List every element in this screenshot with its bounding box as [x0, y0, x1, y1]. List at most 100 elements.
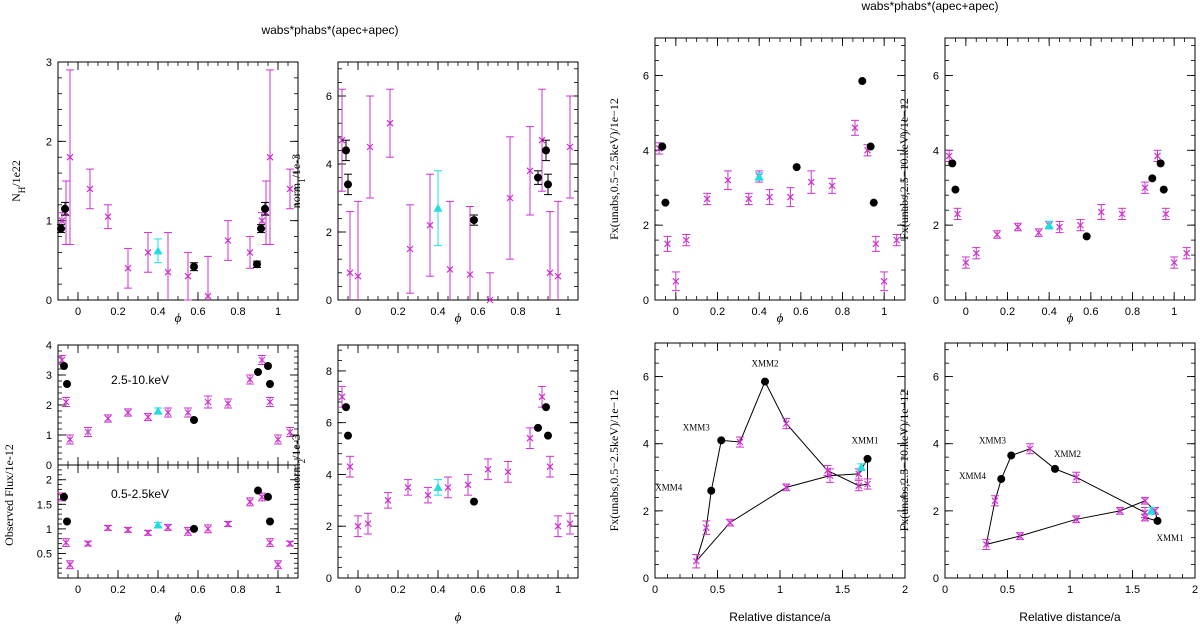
magenta-point: [546, 463, 554, 471]
magenta-point: [274, 436, 282, 443]
x-tick-label: 0.2: [390, 584, 405, 596]
black-point: [254, 486, 262, 495]
magenta-point: [807, 178, 815, 186]
magenta-point: [338, 393, 346, 401]
black-point: [951, 185, 960, 194]
magenta-point: [184, 409, 192, 416]
black-point: [1082, 232, 1091, 241]
panel-flux_soft: 0 0.2 0.4 0.6 0.8 1 0.5 1 1.5 2 ϕ 0.5-2.5keV: [37, 464, 299, 624]
black-point: [266, 517, 274, 526]
magenta-point: [972, 249, 980, 257]
magenta-point: [1016, 532, 1024, 540]
y-axis-label: Fx(unabs,0.5−2.5keV)/1e−12: [607, 390, 621, 532]
magenta-point: [484, 465, 492, 473]
observed-flux-ylabel: Observed Flux/1e-12: [2, 444, 16, 546]
magenta-point: [962, 259, 970, 266]
x-tick-label: 1: [1067, 584, 1073, 596]
magenta-point: [124, 409, 132, 416]
magenta-point: [246, 248, 254, 256]
black-point: [761, 377, 769, 386]
magenta-point: [893, 236, 901, 244]
y-tick-label: 0: [326, 295, 332, 307]
magenta-point: [164, 523, 172, 531]
magenta-point: [703, 195, 711, 203]
y-tick-label: 2: [46, 400, 52, 412]
annotation-label: XMM4: [959, 471, 987, 481]
axes-frame: [654, 37, 906, 301]
x-tick-label: 0.6: [470, 584, 485, 596]
magenta-point: [554, 522, 562, 530]
y-tick-label: 1: [46, 216, 52, 228]
x-tick-label: 0.2: [1000, 306, 1015, 318]
magenta-point: [1183, 249, 1191, 257]
magenta-point: [404, 483, 412, 491]
y-tick-label: 6: [933, 70, 939, 82]
magenta-point: [164, 409, 172, 416]
magenta-point: [1014, 223, 1022, 231]
black-point: [57, 224, 65, 233]
magenta-point: [406, 245, 414, 253]
black-point: [253, 260, 261, 269]
magenta-point: [786, 193, 794, 201]
y-tick-label: 0.5: [37, 548, 52, 560]
y-tick-label: 4: [326, 159, 332, 171]
magenta-point: [258, 356, 266, 364]
y-tick-label: 2: [326, 227, 332, 239]
magenta-point: [724, 176, 732, 184]
black-point: [1148, 174, 1157, 183]
x-axis-label: ϕ: [455, 310, 462, 325]
black-point: [863, 454, 872, 463]
y-tick-label: 4: [933, 439, 939, 451]
panel-norm2: 0 0.2 0.4 0.6 0.8 1 0 2 4 6 8 ϕ norm2/1e-3: [289, 344, 579, 624]
magenta-point: [266, 153, 274, 161]
magenta-point: [66, 153, 74, 161]
magenta-point: [124, 526, 132, 534]
panel-fx_hard_dist: 0 0.5 1 1.5 2 0 2 4 6 Relative distance/a Fx(unabs…: [897, 342, 1198, 624]
black-point: [257, 224, 265, 233]
magenta-point: [872, 240, 880, 248]
x-tick-label: 1: [555, 584, 561, 596]
magenta-point: [104, 524, 112, 532]
magenta-point: [1076, 221, 1084, 229]
magenta-point: [682, 236, 690, 244]
x-tick-label: 0.5: [1000, 584, 1015, 596]
magenta-point: [258, 493, 266, 501]
x-tick-label: 0.5: [710, 584, 725, 596]
black-point: [470, 216, 478, 225]
x-axis-label: ϕ: [777, 310, 784, 325]
black-point: [63, 380, 71, 388]
y-tick-label: 8: [326, 366, 332, 378]
y-tick-label: 4: [326, 469, 332, 481]
x-tick-label: 0.8: [510, 584, 525, 596]
magenta-point: [224, 237, 232, 244]
y-tick-label: 2: [46, 475, 52, 487]
y-tick-label: 0: [643, 295, 649, 307]
black-point: [858, 77, 867, 86]
x-tick-label: 0: [355, 306, 361, 318]
magenta-point: [1170, 259, 1178, 266]
cyan-point: [754, 171, 764, 181]
x-tick-label: 0.2: [110, 584, 125, 596]
y-axis-label: norm2/1e-3: [289, 434, 307, 489]
magenta-point: [554, 272, 562, 280]
figure-title-right: wabs*phabs*(apec+apec): [860, 0, 998, 13]
magenta-point: [1072, 515, 1080, 523]
magenta-point: [855, 482, 863, 490]
cyan-point: [433, 482, 443, 491]
magenta-point: [274, 561, 282, 569]
black-point: [344, 180, 352, 189]
black-point: [866, 142, 875, 151]
magenta-point: [144, 248, 152, 256]
magenta-point: [466, 271, 474, 278]
x-tick-label: 0: [673, 306, 679, 318]
axes-frame: [337, 344, 579, 579]
x-tick-label: 0: [652, 584, 658, 596]
magenta-point: [286, 428, 294, 436]
panel-fx_hard_phase: 0 0.2 0.4 0.6 0.8 1 0 2 4 6 ϕ Fx(unabs,2.5−10.keV)/…: [897, 37, 1196, 325]
y-tick-label: 2: [643, 506, 649, 518]
magenta-point: [1154, 152, 1161, 160]
black-point: [544, 431, 552, 440]
black-point: [190, 524, 198, 533]
x-tick-label: 0.6: [190, 306, 205, 318]
magenta-point: [880, 277, 888, 285]
